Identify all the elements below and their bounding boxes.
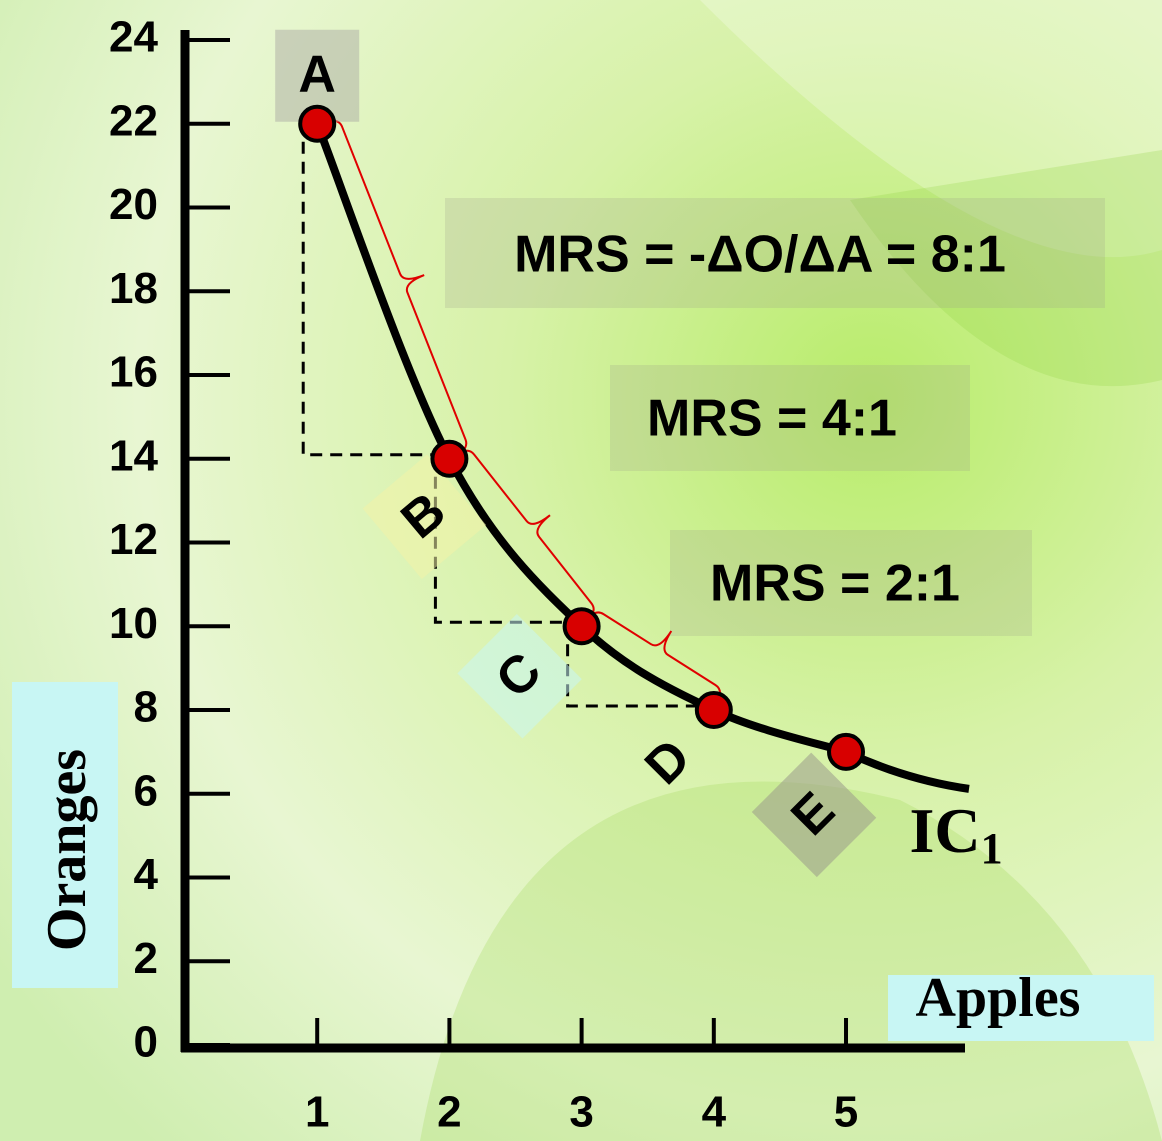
- y-axis-label: Oranges: [36, 749, 98, 951]
- mrs-brace: [580, 611, 722, 711]
- x-tick-label: 5: [834, 1088, 858, 1137]
- point-label-box: [751, 752, 877, 878]
- y-tick-label: 2: [134, 934, 158, 983]
- point-label-group: B: [362, 454, 487, 579]
- x-tick-label: 4: [702, 1088, 727, 1137]
- annotation-box: [445, 198, 1105, 308]
- point-label-box: [457, 614, 582, 739]
- mrs-annotation: MRS = 4:1: [647, 390, 897, 448]
- y-tick-label: 18: [109, 264, 158, 313]
- x-label-box: [888, 975, 1154, 1041]
- point-marker: [430, 439, 469, 478]
- y-tick-label: 8: [134, 683, 158, 732]
- y-tick-label: 24: [109, 13, 158, 62]
- point-label-box: [362, 454, 487, 579]
- background-leaf: [850, 150, 1162, 387]
- point-marker: [298, 104, 337, 143]
- y-tick-label: 20: [109, 180, 158, 229]
- mrs-brace: [316, 119, 468, 460]
- y-tick-label: 10: [109, 599, 158, 648]
- y-tick-label: 22: [109, 96, 158, 145]
- curve-label-text: IC: [909, 795, 980, 866]
- curve-label: IC1: [909, 795, 1002, 873]
- mrs-brace: [448, 449, 595, 628]
- y-label-box: [12, 682, 118, 988]
- x-tick-label: 1: [305, 1088, 329, 1137]
- step-line: [301, 141, 446, 457]
- y-tick-label: 4: [134, 850, 159, 899]
- mrs-annotation: MRS = -ΔO/ΔA = 8:1: [514, 226, 1006, 284]
- point-label: A: [298, 45, 336, 103]
- x-tick-label: 3: [569, 1088, 593, 1137]
- annotation-box: [610, 365, 970, 471]
- x-tick-label: 2: [437, 1088, 461, 1137]
- point-label-group: C: [457, 614, 582, 739]
- y-tick-label: 6: [134, 766, 158, 815]
- y-tick-label: 12: [109, 515, 158, 564]
- annotation-box: [670, 530, 1032, 636]
- point-marker: [827, 732, 866, 771]
- y-tick-label: 14: [109, 431, 158, 480]
- point-marker: [562, 607, 601, 646]
- y-tick-label: 16: [109, 348, 158, 397]
- x-axis-label: Apples: [916, 967, 1081, 1029]
- curve-label-subscript: 1: [981, 824, 1003, 873]
- point-label-group: E: [751, 752, 877, 878]
- point-marker: [694, 691, 733, 729]
- background-glow: [700, 0, 1162, 258]
- indifference-curve: [313, 122, 848, 756]
- step-line: [566, 644, 710, 708]
- mrs-annotation: MRS = 2:1: [710, 555, 960, 613]
- y-tick-label: 0: [134, 1018, 158, 1067]
